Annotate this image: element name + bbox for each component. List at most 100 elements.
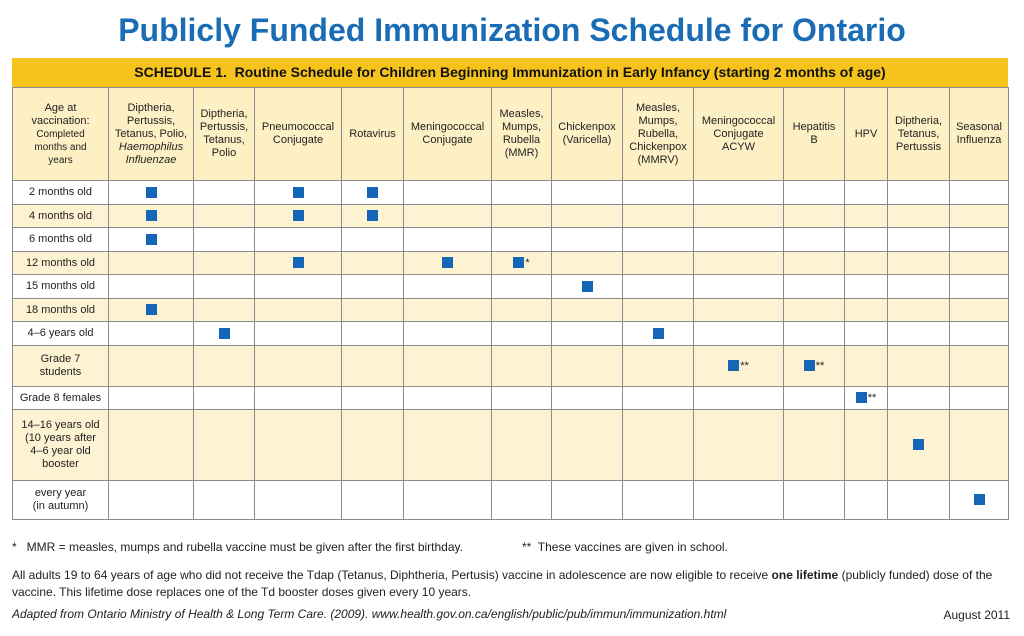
cell: * xyxy=(491,251,552,275)
schedule-row: 4–6 years old xyxy=(12,321,1009,346)
text: All adults 19 to 64 years of age who did… xyxy=(12,568,772,582)
text-line: 14–16 years old xyxy=(21,419,100,431)
cell xyxy=(193,180,255,205)
cell: ** xyxy=(783,345,845,387)
column-header: Measles, Mumps, Rubella, Chickenpox (MMRV) xyxy=(622,87,694,181)
cell xyxy=(403,204,492,228)
cell xyxy=(693,227,784,252)
cell xyxy=(844,274,888,299)
dose-marker xyxy=(292,186,304,198)
date: August 2011 xyxy=(943,608,1011,622)
row-label: 4–6 years old xyxy=(12,321,109,346)
cell xyxy=(949,298,1009,322)
cell xyxy=(403,480,492,520)
cell xyxy=(254,386,342,410)
cell xyxy=(108,274,194,299)
cell xyxy=(491,480,552,520)
cell xyxy=(887,298,950,322)
text-line: Conjugate xyxy=(272,134,324,146)
text-line: Influenzae xyxy=(125,153,177,166)
text-line: Conjugate xyxy=(422,134,473,146)
cell xyxy=(108,204,194,228)
cell xyxy=(693,386,784,410)
schedule-row: 6 months old xyxy=(12,227,1009,252)
cell xyxy=(254,409,342,481)
emphasis: one lifetime xyxy=(771,568,839,582)
cell xyxy=(622,298,694,322)
cell xyxy=(844,204,888,228)
row-label: 18 months old xyxy=(12,298,109,322)
text: (publicly funded) dose of the vaccine. T… xyxy=(12,568,993,599)
cell xyxy=(108,251,194,275)
cell xyxy=(403,298,492,322)
dose-note: ** xyxy=(867,391,877,404)
cell xyxy=(887,480,950,520)
cell xyxy=(783,386,845,410)
cell xyxy=(622,321,694,346)
cell xyxy=(341,204,404,228)
cell xyxy=(341,251,404,275)
cell xyxy=(341,409,404,481)
cell xyxy=(887,227,950,252)
cell xyxy=(193,204,255,228)
text-line: Rotavirus xyxy=(349,127,396,140)
dose-marker xyxy=(292,210,304,222)
text-line: Measles, xyxy=(499,108,544,120)
cell xyxy=(341,274,404,299)
cell xyxy=(551,321,623,346)
column-header: Pneumococcal Conjugate xyxy=(254,87,342,181)
dose-marker xyxy=(367,186,378,198)
text-line: Diptheria, xyxy=(200,108,248,120)
text-line: 4–6 year old xyxy=(30,445,91,457)
column-header: Measles, Mumps, Rubella (MMR) xyxy=(491,87,552,181)
cell xyxy=(783,180,845,205)
cell xyxy=(193,227,255,252)
cell xyxy=(887,180,950,205)
cell xyxy=(491,180,552,205)
cell xyxy=(949,180,1009,205)
dose-note: ** xyxy=(740,359,749,372)
cell xyxy=(254,298,342,322)
column-header: Meningococcal Conjugate ACYW xyxy=(693,87,784,181)
dose-marker xyxy=(913,439,924,451)
row-label: Grade 8 females xyxy=(12,386,109,410)
text-line: (in autumn) xyxy=(32,500,89,512)
cell xyxy=(254,321,342,346)
cell xyxy=(108,321,194,346)
text-line: Age at xyxy=(44,101,77,114)
cell xyxy=(341,480,404,520)
cell xyxy=(622,204,694,228)
row-label: 12 months old xyxy=(12,251,109,275)
text-line: years xyxy=(48,154,73,166)
cell xyxy=(949,480,1009,520)
text-line: Haemophilus xyxy=(118,140,184,153)
text-line: Mumps, xyxy=(638,114,678,127)
cell xyxy=(783,298,845,322)
cell xyxy=(341,321,404,346)
column-header: Meningococcal Conjugate xyxy=(403,87,492,181)
cell xyxy=(403,345,492,387)
cell xyxy=(783,274,845,299)
cell xyxy=(783,227,845,252)
cell xyxy=(783,251,845,275)
column-header: Seasonal Influenza xyxy=(949,87,1009,181)
cell xyxy=(887,345,950,387)
text-line: Pneumococcal xyxy=(261,121,335,133)
cell xyxy=(949,345,1009,387)
cell xyxy=(193,480,255,520)
cell xyxy=(108,227,194,252)
cell: ** xyxy=(844,386,888,410)
cell xyxy=(887,204,950,228)
cell xyxy=(108,480,194,520)
cell xyxy=(622,386,694,410)
dose-marker xyxy=(652,327,664,339)
cell xyxy=(693,298,784,322)
text-line: B xyxy=(810,134,818,146)
cell xyxy=(403,227,492,252)
cell xyxy=(949,204,1009,228)
text-line: (Varicella) xyxy=(562,134,612,146)
row-label: 2 months old xyxy=(12,180,109,205)
row-label: Grade 7 students xyxy=(12,345,109,387)
text-line: Diptheria, xyxy=(127,101,175,114)
cell xyxy=(491,274,552,299)
